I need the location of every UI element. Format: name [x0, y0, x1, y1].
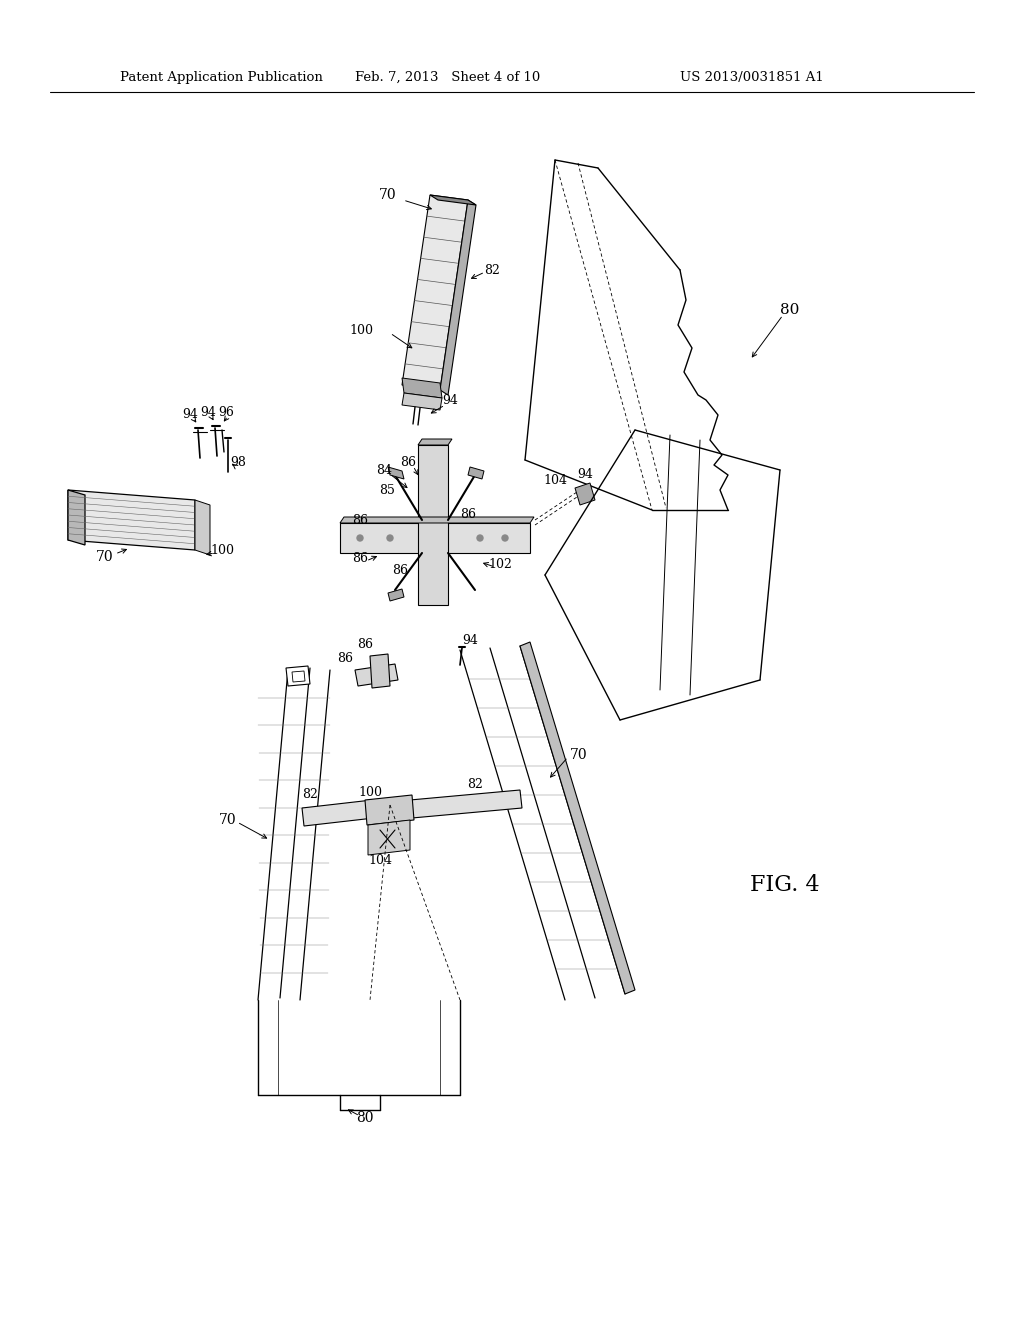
Polygon shape: [292, 671, 305, 682]
Text: 86: 86: [460, 508, 476, 521]
Text: 104: 104: [543, 474, 567, 487]
Text: 70: 70: [219, 813, 237, 828]
Text: 80: 80: [356, 1111, 374, 1125]
Text: 104: 104: [368, 854, 392, 866]
Polygon shape: [302, 800, 374, 826]
Polygon shape: [440, 201, 476, 395]
Text: 86: 86: [400, 455, 416, 469]
Polygon shape: [418, 440, 452, 445]
Text: 86: 86: [352, 552, 368, 565]
Text: 100: 100: [349, 323, 373, 337]
Text: Feb. 7, 2013   Sheet 4 of 10: Feb. 7, 2013 Sheet 4 of 10: [355, 70, 541, 83]
Polygon shape: [410, 789, 522, 818]
Text: 86: 86: [337, 652, 353, 664]
Circle shape: [502, 535, 508, 541]
Text: 85: 85: [379, 483, 395, 496]
Text: Patent Application Publication: Patent Application Publication: [120, 70, 323, 83]
Text: 94: 94: [182, 408, 198, 421]
Polygon shape: [418, 445, 449, 605]
Polygon shape: [520, 642, 635, 994]
Text: 86: 86: [392, 564, 408, 577]
Circle shape: [387, 535, 393, 541]
Text: 94: 94: [578, 469, 593, 482]
Text: 100: 100: [210, 544, 234, 557]
Polygon shape: [430, 195, 476, 205]
Polygon shape: [68, 490, 85, 545]
Text: 80: 80: [780, 304, 800, 317]
Text: FIG. 4: FIG. 4: [750, 874, 819, 896]
Polygon shape: [575, 483, 595, 506]
Text: 86: 86: [352, 513, 368, 527]
Text: 96: 96: [218, 407, 233, 420]
Text: 84: 84: [376, 463, 392, 477]
Polygon shape: [340, 517, 534, 523]
Polygon shape: [368, 820, 410, 855]
Circle shape: [477, 535, 483, 541]
Polygon shape: [402, 378, 442, 399]
Polygon shape: [388, 589, 404, 601]
Text: 70: 70: [570, 748, 588, 762]
Text: 70: 70: [379, 187, 397, 202]
Text: 94: 94: [462, 634, 478, 647]
Polygon shape: [365, 795, 414, 825]
Text: 102: 102: [488, 558, 512, 572]
Polygon shape: [468, 467, 484, 479]
Polygon shape: [195, 500, 210, 554]
Text: 94: 94: [200, 407, 216, 420]
Text: 82: 82: [484, 264, 500, 276]
Text: 86: 86: [357, 639, 373, 652]
Polygon shape: [388, 467, 404, 479]
Polygon shape: [355, 664, 398, 686]
Text: US 2013/0031851 A1: US 2013/0031851 A1: [680, 70, 823, 83]
Text: 100: 100: [358, 787, 382, 800]
Text: 98: 98: [230, 457, 246, 470]
Polygon shape: [286, 667, 310, 686]
Text: 70: 70: [96, 550, 114, 564]
Polygon shape: [68, 490, 195, 550]
Text: 94: 94: [442, 393, 458, 407]
Polygon shape: [340, 523, 530, 553]
Text: 82: 82: [467, 779, 483, 792]
Text: 82: 82: [302, 788, 317, 801]
Polygon shape: [402, 393, 442, 411]
Polygon shape: [402, 195, 468, 389]
Circle shape: [357, 535, 362, 541]
Polygon shape: [370, 653, 390, 688]
